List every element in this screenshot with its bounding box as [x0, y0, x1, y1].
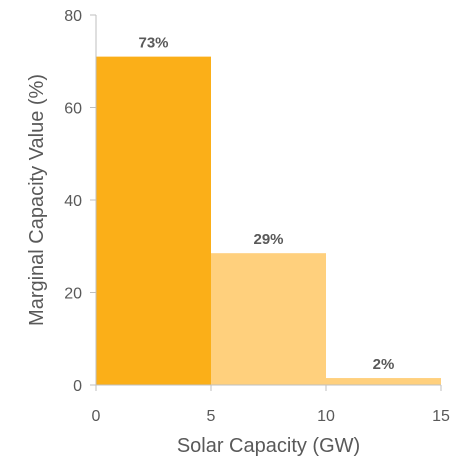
y-axis-ticks: 0 20 40 60 80: [64, 8, 96, 395]
y-tick-label-0: 0: [73, 378, 82, 395]
x-tick-label-1: 5: [207, 408, 216, 425]
x-tick-label-0: 0: [92, 408, 101, 425]
x-tick-label-3: 15: [432, 408, 450, 425]
y-axis-title: Marginal Capacity Value (%): [26, 74, 48, 326]
x-axis-ticks: 0 5 10 15: [92, 385, 450, 425]
bar-data-label-2: 2%: [373, 356, 395, 373]
x-axis-title: Solar Capacity (GW): [177, 435, 360, 457]
x-tick-label-2: 10: [317, 408, 335, 425]
bar-labels-group: 73% 29% 2%: [138, 35, 394, 373]
bar-data-label-1: 29%: [253, 231, 283, 248]
bar-1: [211, 253, 326, 385]
bar-0: [96, 56, 211, 385]
y-tick-label-3: 60: [64, 101, 82, 118]
bar-data-label-0: 73%: [138, 35, 168, 52]
y-tick-label-1: 20: [64, 286, 82, 303]
bars-group: [96, 56, 441, 385]
y-tick-label-4: 80: [64, 8, 82, 25]
bar-2: [326, 378, 441, 385]
y-tick-label-2: 40: [64, 193, 82, 210]
